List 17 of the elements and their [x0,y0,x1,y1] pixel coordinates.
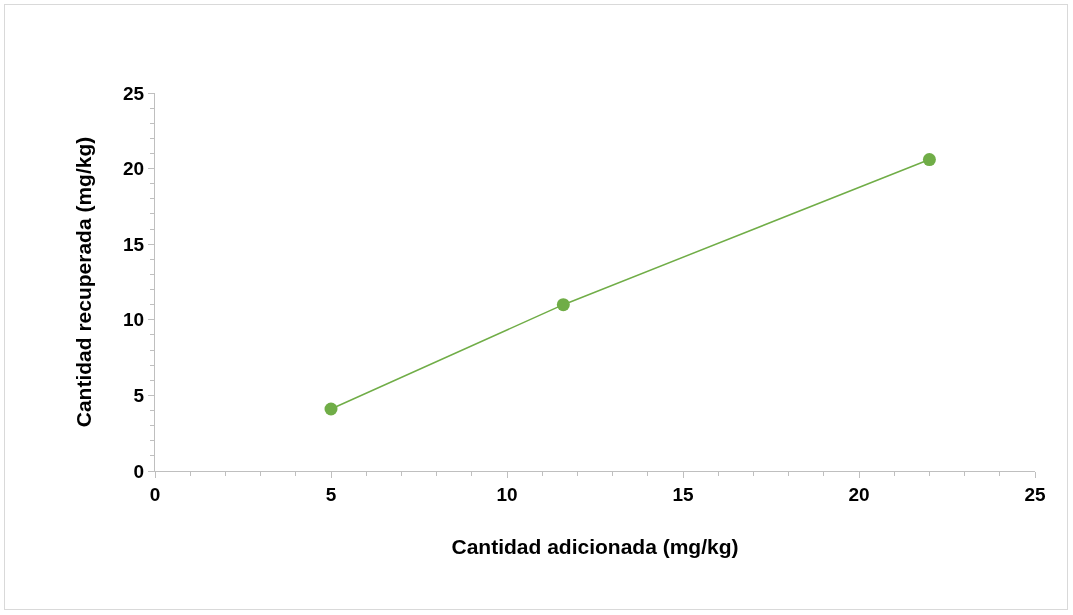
x-tick-label: 25 [1024,483,1046,505]
y-tick-label: 10 [123,309,145,331]
y-tick-label: 20 [123,158,145,180]
y-tick-label: 5 [133,385,145,407]
point [324,402,338,416]
x-axis-title: Cantidad adicionada (mg/kg) [451,535,739,558]
y-tick-label: 25 [123,82,145,104]
point [922,153,936,167]
y-tick-label: 15 [123,233,145,255]
x-tick-label: 0 [149,483,161,505]
x-tick-label: 15 [672,483,694,505]
y-tick-label: 0 [133,460,145,482]
y-axis-title: Cantidad recuperada (mg/kg) [72,136,96,428]
x-tick-label: 20 [848,483,870,505]
x-tick-label: 5 [325,483,337,505]
point [556,298,570,312]
x-tick-label: 10 [496,483,518,505]
